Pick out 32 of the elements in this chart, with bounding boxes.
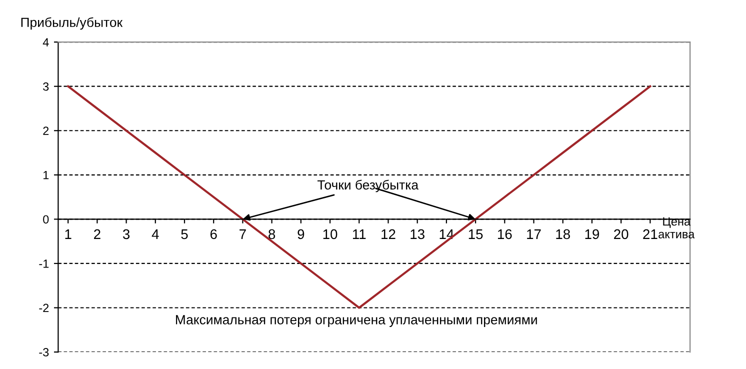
annotation: Максимальная потеря ограничена уплаченными премиями (176, 315, 537, 327)
x-axis-title: Цена актива (658, 217, 695, 238)
y-tick-label: -3 (39, 348, 49, 356)
x-tick-label: 15 (468, 229, 483, 240)
x-tick-label: 16 (498, 229, 512, 240)
x-tick-label: 19 (585, 229, 600, 240)
y-tick-label: -2 (39, 304, 49, 312)
x-tick-label: 2 (94, 229, 100, 239)
y-tick-label: 0 (43, 215, 49, 224)
x-tick-label: 13 (410, 229, 424, 240)
x-tick-label: 20 (614, 229, 628, 240)
x-tick-label: 6 (210, 229, 217, 240)
x-tick-label: 1 (65, 229, 72, 239)
y-tick-label: 4 (42, 38, 49, 46)
y-tick-label: 2 (43, 126, 49, 135)
x-tick-label: 10 (323, 229, 338, 240)
y-tick-label: 1 (43, 171, 49, 180)
y-tick-label: 3 (43, 82, 49, 91)
x-tick-label: 5 (181, 229, 188, 240)
y-axis-title: Прибыль/убыток (21, 17, 123, 30)
annotation: Точки безубытка (317, 180, 419, 192)
y-tick-label: -1 (39, 260, 49, 268)
x-tick-label: 7 (240, 229, 246, 239)
x-tick-label: 18 (556, 229, 570, 240)
x-tick-label: 11 (352, 229, 366, 239)
x-tick-label: 17 (527, 229, 541, 239)
x-tick-label: 4 (152, 229, 159, 239)
x-tick-label: 12 (382, 229, 396, 239)
x-tick-label: 9 (298, 229, 304, 240)
x-tick-label: 21 (643, 229, 658, 239)
x-tick-label: 3 (122, 229, 130, 240)
x-tick-label: 8 (268, 229, 276, 240)
